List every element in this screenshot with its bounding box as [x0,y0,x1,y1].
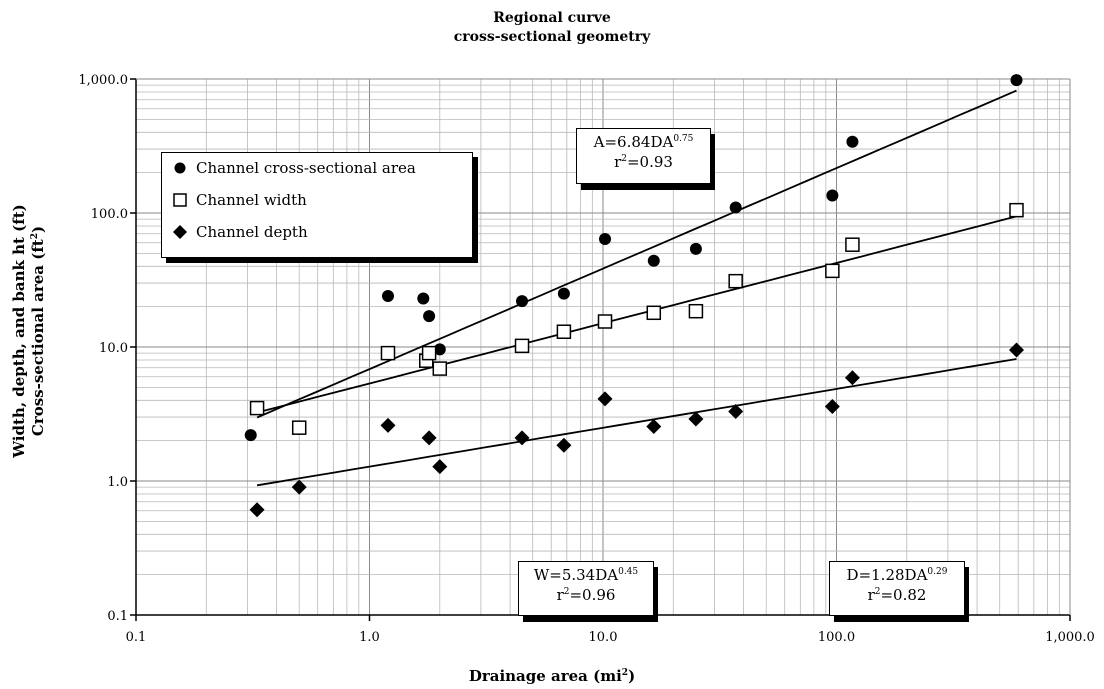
y-tick-label: 1.0 [107,475,128,490]
equation-width-r2: r2=0.96 [556,586,616,604]
x-tick-label: 100.0 [818,630,855,645]
area-point [689,242,702,255]
area-point [729,201,742,214]
y-tick-label: 0.1 [107,609,128,624]
depth-point [291,479,307,495]
depth-point [421,430,437,446]
x-axis-label: Drainage area (mi2) [468,667,636,685]
legend-item-depth: Channel depth [172,223,308,241]
depth-point [249,502,265,518]
width-point [825,263,840,279]
x-tick-label: 10.0 [589,630,618,645]
depth-point [514,430,530,446]
trendline [256,215,1017,414]
depth-point [646,419,662,435]
area-point [599,232,612,245]
tick-labels: 0.1 1.0 10.0 100.0 1,000.0 0.1 1.0 10.0 100.0 1,0… [78,73,1094,645]
area-point [433,343,446,356]
equation-width-box: W=5.34DA0.45 r2=0.96 [518,561,654,616]
width-point [421,345,437,361]
legend-item-width: Channel width [172,191,307,209]
area-point [381,290,394,303]
x-tick-label: 1,000.0 [1045,630,1095,645]
area-point [423,310,436,323]
depth-point [556,437,572,453]
width-point [291,420,307,435]
open-square-icon [173,193,187,207]
area-point [244,429,257,442]
trendline [256,358,1017,487]
equation-area-formula: A=6.84DA0.75 [593,133,694,151]
y-axis-label-line2: Cross-sectional area (ft2) [29,225,47,437]
legend: Channel cross-sectional area Channel wid… [161,152,473,258]
width-point [1009,202,1024,218]
filled-circle-icon [174,162,186,174]
depth-point [380,417,396,433]
width-point [597,314,613,329]
x-tick-label: 1.0 [359,630,380,645]
legend-label-width: Channel width [196,191,307,209]
depth-point [844,370,860,386]
equation-width-formula: W=5.34DA0.45 [533,566,639,584]
legend-label-depth: Channel depth [196,223,308,241]
depth-point [1008,342,1024,358]
area-point [846,135,859,148]
chart-title-line2: cross-sectional geometry [453,29,651,45]
width-point [556,324,572,339]
width-point [432,361,448,376]
equation-area-r2: r2=0.93 [614,153,673,171]
depth-point [728,404,744,420]
depth-point [432,459,448,475]
area-point [1010,74,1023,87]
area-point [557,287,570,300]
equation-depth-formula: D=1.28DA0.29 [846,566,948,584]
depth-point [824,398,840,414]
width-point [380,345,396,361]
area-point [417,292,430,305]
depth-point [688,411,704,427]
y-tick-label: 100.0 [91,207,128,222]
data-points [244,74,1024,518]
width-point [646,305,662,321]
width-point [688,303,704,319]
area-point [516,295,529,308]
y-tick-label: 10.0 [99,341,128,356]
width-point [845,237,860,252]
y-tick-label: 1,000.0 [78,73,128,88]
width-point [249,400,265,416]
chart-title-line1: Regional curve [493,10,611,26]
width-point [728,273,743,289]
depth-point [597,391,613,407]
trendlines [256,89,1017,487]
equation-depth-box: D=1.28DA0.29 r2=0.82 [829,561,965,616]
area-point [647,254,660,267]
equation-area-box: A=6.84DA0.75 r2=0.93 [576,128,711,184]
equation-depth-r2: r2=0.82 [867,586,927,604]
legend-label-area: Channel cross-sectional area [196,159,416,177]
filled-diamond-icon [173,225,187,239]
trendline [256,89,1017,419]
width-point [514,338,530,354]
x-tick-label: 0.1 [126,630,147,645]
area-point [826,189,839,202]
y-axis-label-line1: Width, depth, and bank ht (ft) [10,204,28,458]
legend-item-area: Channel cross-sectional area [172,159,416,177]
